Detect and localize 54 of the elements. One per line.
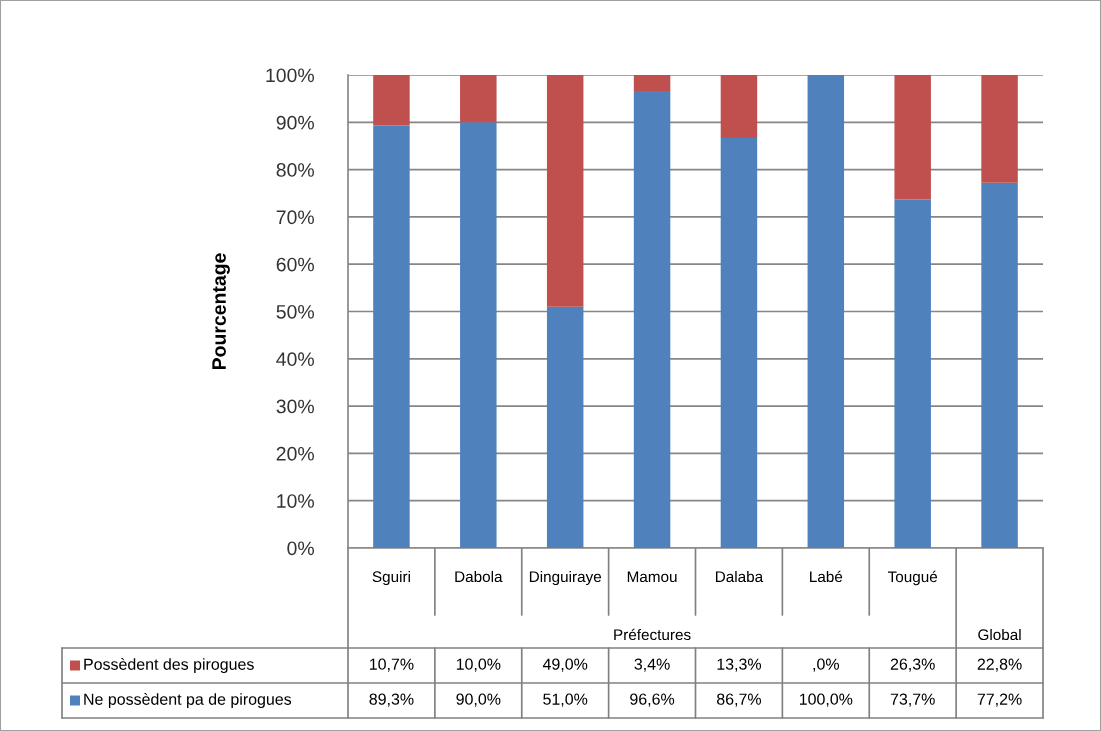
y-tick-label: 0% — [287, 541, 314, 556]
bar — [981, 182, 1018, 548]
bar — [894, 199, 931, 548]
y-tick-label: 20% — [276, 446, 314, 461]
data-label: 10,0% — [456, 658, 501, 672]
bar — [633, 91, 671, 548]
y-tick-label: 100% — [266, 68, 314, 83]
data-label: 49,0% — [542, 658, 588, 672]
legend-label: Ne possèdent pa de pirogues — [84, 692, 292, 709]
y-axis-title: Pourcentage — [212, 253, 230, 370]
y-tick-label: 10% — [277, 494, 314, 508]
legend-label: Possèdent des pirogues — [84, 657, 254, 674]
x-tick-label: Labé — [810, 570, 843, 583]
text: Préfectures — [614, 628, 691, 641]
bar — [981, 75, 1018, 183]
y-tick-label: 80% — [276, 163, 314, 177]
data-label: 51,0% — [543, 693, 588, 707]
data-label: ,0% — [813, 658, 840, 672]
x-tick-label: Sguiri — [372, 570, 410, 586]
bar — [546, 75, 584, 307]
data-label: 89,3% — [369, 693, 414, 707]
data-label: 73,7% — [890, 693, 935, 707]
bar — [373, 125, 410, 548]
data-label: 10,7% — [370, 658, 414, 672]
bar — [546, 306, 584, 548]
y-tick-label: 60% — [276, 257, 314, 272]
bar — [460, 75, 497, 123]
data-label: 26,3% — [890, 658, 935, 672]
data-label: 90,0% — [456, 693, 501, 707]
bar — [460, 122, 497, 548]
data-label: 22,8% — [977, 658, 1022, 672]
x-tick-label: Dinguiraye — [529, 570, 602, 586]
data-label: 13,3% — [717, 658, 762, 672]
bar — [633, 75, 671, 92]
x-tick-label: Dabola — [455, 570, 503, 583]
y-tick-label: 30% — [276, 399, 314, 414]
data-label: 86,7% — [716, 693, 762, 707]
data-label: 96,6% — [630, 693, 675, 707]
bar — [720, 137, 758, 548]
y-tick-label: 50% — [276, 304, 314, 319]
y-tick-label: 70% — [276, 210, 314, 225]
bar — [373, 75, 410, 126]
data-label: 100,0% — [799, 693, 853, 707]
data-label: 3,4% — [634, 658, 670, 672]
y-tick-label: 90% — [276, 115, 314, 130]
bar — [894, 75, 931, 200]
text: Global — [978, 628, 1021, 641]
x-tick-label: Dalaba — [715, 570, 764, 583]
x-tick-label: Mamou — [627, 571, 677, 583]
data-label: 77,2% — [977, 693, 1022, 707]
bar — [720, 75, 758, 138]
y-tick-label: 40% — [276, 352, 314, 367]
bar — [807, 75, 845, 548]
x-tick-label: Tougué — [887, 570, 938, 586]
